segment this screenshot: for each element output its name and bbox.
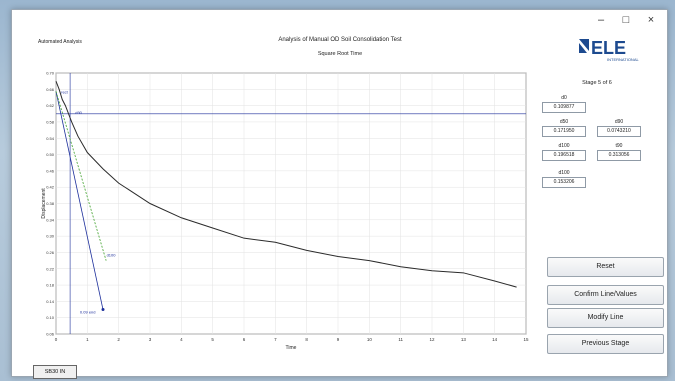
param-d90: d90 0.0743210 xyxy=(597,119,641,137)
param-value: 0.196518 xyxy=(542,150,586,161)
x-tick-label: 10 xyxy=(367,337,373,342)
param-value: 0.0743210 xyxy=(597,126,641,137)
param-d50: d50 0.171950 xyxy=(542,119,586,137)
param-label: d50 xyxy=(559,119,569,125)
app-window: – □ × Automated Analysis Analysis of Man… xyxy=(11,9,668,379)
param-value: 0.313056 xyxy=(597,150,641,161)
y-tick-label: 0.66 xyxy=(46,87,55,92)
y-tick-label: 0.38 xyxy=(46,201,55,206)
y-tick-label: 0.54 xyxy=(46,136,55,141)
ele-logo: ELE INTERNATIONAL xyxy=(579,38,639,62)
param-d100-b: d100 0.153206 xyxy=(542,170,586,188)
param-label: d100 xyxy=(558,143,570,149)
y-tick-label: 0.14 xyxy=(46,299,55,304)
page-subtitle: Square Root Time xyxy=(317,51,363,57)
maximize-button[interactable]: □ xyxy=(622,14,630,26)
x-tick-label: 11 xyxy=(398,337,403,342)
y-tick-label: 0.58 xyxy=(46,119,55,124)
y-tick-label: 0.42 xyxy=(46,185,55,190)
x-tick-label: 0 xyxy=(55,337,58,342)
y-axis-label: Displacement xyxy=(41,188,47,219)
close-button[interactable]: × xyxy=(647,14,655,26)
previous-stage-button[interactable]: Previous Stage xyxy=(547,334,664,354)
x-tick-label: 7 xyxy=(274,337,277,342)
y-tick-label: 0.18 xyxy=(46,283,55,288)
param-label: d0 xyxy=(561,95,567,101)
y-tick-label: 0.22 xyxy=(46,266,55,271)
y-tick-label: 0.30 xyxy=(46,234,55,239)
minimize-button[interactable]: – xyxy=(597,14,605,26)
param-label: d90 xyxy=(614,119,624,125)
x-tick-label: 15 xyxy=(523,337,529,342)
series-line-0 xyxy=(55,80,517,288)
chart-annotation: 0.09 end xyxy=(80,310,96,315)
logo-text: ELE xyxy=(591,38,626,58)
x-tick-label: 3 xyxy=(149,337,152,342)
logo-subtext: INTERNATIONAL xyxy=(607,57,639,62)
page-title: Analysis of Manual OD Soil Consolidation… xyxy=(278,37,402,43)
param-label: d100 xyxy=(558,170,570,176)
x-tick-label: 4 xyxy=(180,337,183,342)
y-tick-label: 0.46 xyxy=(46,168,55,173)
chart-annotation: d100 xyxy=(107,253,117,258)
chart-annotation: d90 xyxy=(75,110,82,115)
x-tick-label: 12 xyxy=(429,337,435,342)
series-line-2 xyxy=(55,91,107,261)
x-tick-label: 9 xyxy=(337,337,340,342)
x-tick-label: 6 xyxy=(243,337,246,342)
param-d0: d0 0.109877 xyxy=(542,95,586,113)
chart-annotation: rect xyxy=(61,89,69,94)
stage-indicator: Stage 5 of 6 xyxy=(582,80,612,86)
param-d100: d100 0.196518 xyxy=(542,143,586,161)
y-tick-label: 0.34 xyxy=(46,217,55,222)
series-endpoint xyxy=(101,308,105,312)
y-tick-label: 0.26 xyxy=(46,250,55,255)
x-tick-label: 8 xyxy=(305,337,308,342)
param-value: 0.153206 xyxy=(542,177,586,188)
param-value: 0.171950 xyxy=(542,126,586,137)
param-value: 0.109877 xyxy=(542,102,586,113)
y-tick-label: 0.06 xyxy=(46,332,55,337)
confirm-line-values-button[interactable]: Confirm Line/Values xyxy=(547,285,664,305)
x-axis-label: Time xyxy=(286,345,297,351)
reset-button[interactable]: Reset xyxy=(547,257,664,277)
y-tick-label: 0.10 xyxy=(46,315,55,320)
status-tag[interactable]: SB30 IN xyxy=(33,365,77,379)
automated-analysis-label: Automated Analysis xyxy=(38,39,82,45)
param-label: t90 xyxy=(615,143,623,149)
consolidation-chart[interactable]: 0.06 0.10 0.14 0.18 0.22 0.26 0.30 0.34 0.38 0.42… xyxy=(36,67,541,362)
x-tick-label: 14 xyxy=(492,337,498,342)
param-t90: t90 0.313056 xyxy=(597,143,641,161)
y-tick-label: 0.70 xyxy=(46,71,55,76)
y-tick-label: 0.62 xyxy=(46,103,55,108)
series-line-1 xyxy=(55,91,104,310)
x-tick-label: 2 xyxy=(117,337,120,342)
x-tick-label: 5 xyxy=(211,337,214,342)
y-tick-label: 0.50 xyxy=(46,152,55,157)
x-tick-label: 1 xyxy=(86,337,89,342)
chart-svg[interactable]: 0.06 0.10 0.14 0.18 0.22 0.26 0.30 0.34 0.38 0.42… xyxy=(36,67,541,362)
modify-line-button[interactable]: Modify Line xyxy=(547,308,664,328)
x-tick-label: 13 xyxy=(461,337,467,342)
